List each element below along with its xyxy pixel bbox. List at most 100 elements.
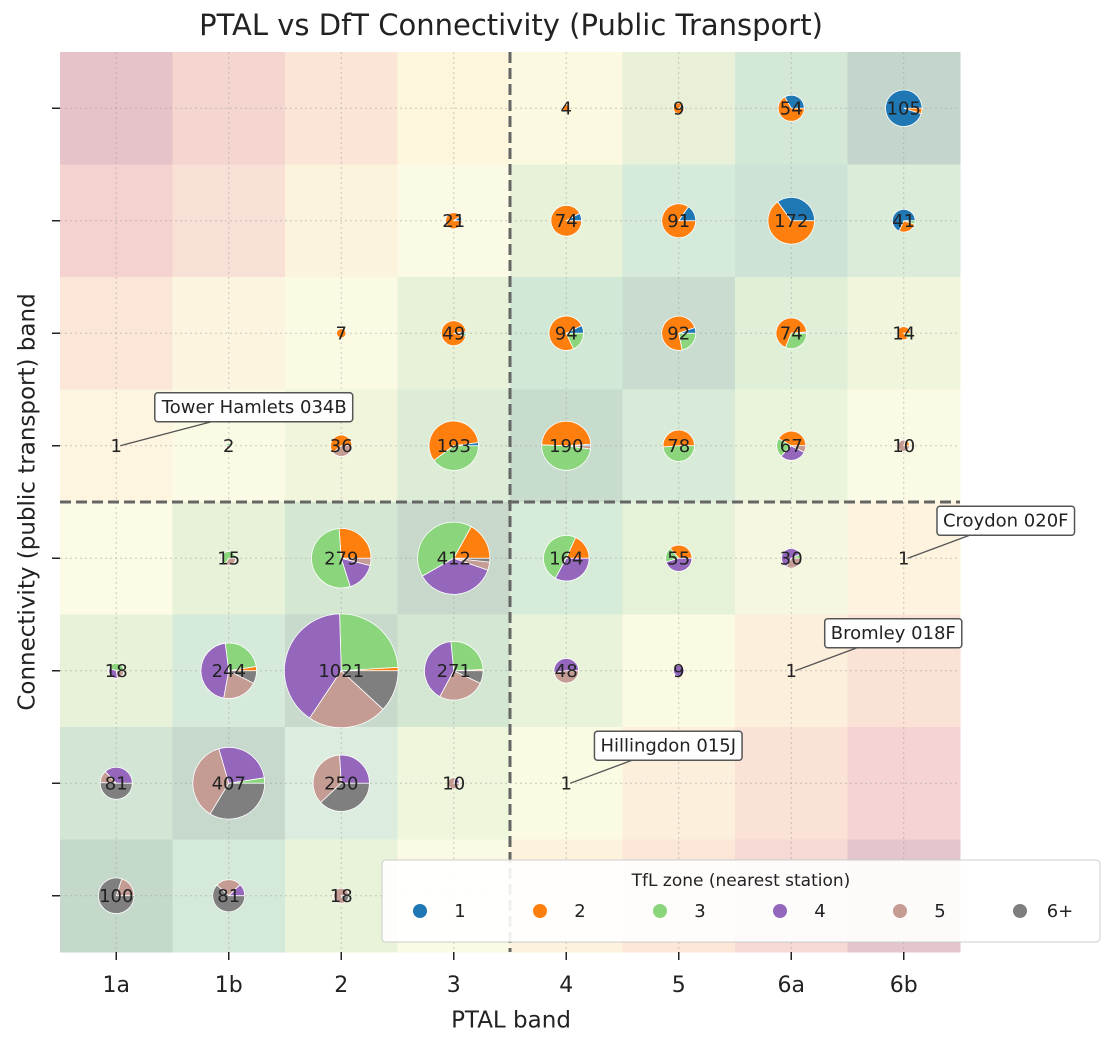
count-label: 1: [898, 548, 909, 569]
pie-slice: [311, 528, 351, 589]
pie-slice: [417, 521, 472, 577]
legend-label: 5: [934, 901, 945, 922]
pie-slice: [453, 670, 484, 684]
pie-slice: [312, 754, 342, 804]
legend-marker: [893, 904, 907, 918]
count-label: 172: [774, 211, 808, 232]
pie-slice: [212, 884, 246, 913]
count-label: 81: [105, 773, 128, 794]
pie-slice: [781, 548, 801, 568]
pie-slice: [903, 220, 916, 225]
pie-slice: [562, 104, 571, 113]
pie-slice: [661, 203, 697, 239]
count-label: 78: [667, 436, 690, 457]
pie-slice: [99, 782, 133, 800]
pie-slice: [767, 201, 815, 245]
pie-slice: [209, 782, 266, 820]
heatmap-cell: [172, 164, 286, 278]
legend-marker: [1013, 904, 1027, 918]
pie-slice: [108, 662, 125, 672]
legend-label: 6+: [1047, 901, 1074, 922]
count-label: 7: [336, 323, 347, 344]
count-label: 100: [99, 886, 133, 907]
pie-slice: [548, 315, 583, 351]
pie-slice: [221, 550, 237, 565]
pie-slice: [565, 332, 584, 350]
pie-slice: [789, 668, 794, 673]
count-label: 81: [217, 886, 240, 907]
pie-slice: [566, 445, 592, 450]
count-label: 190: [549, 436, 583, 457]
pie-slice: [777, 96, 805, 122]
count-label: 36: [330, 436, 353, 457]
count-label: 49: [442, 323, 465, 344]
pie-slice: [98, 877, 135, 914]
legend-label: 4: [814, 901, 825, 922]
annotation-text: Croydon 020F: [943, 510, 1069, 531]
pie-slice: [421, 557, 489, 595]
count-label: 407: [212, 773, 246, 794]
count-label: 1: [111, 436, 122, 457]
pie-slice: [453, 557, 491, 563]
count-label: 1021: [318, 661, 364, 682]
count-label: 4: [561, 98, 572, 119]
pie-slice: [564, 781, 569, 786]
pie-slice: [541, 420, 592, 447]
legend-label: 3: [694, 901, 705, 922]
x-tick-label: 6b: [890, 973, 918, 998]
legend-marker: [653, 904, 667, 918]
count-label: 41: [892, 211, 915, 232]
pie-slice: [777, 197, 815, 222]
legend-label: 2: [574, 901, 585, 922]
pie-slice: [673, 102, 685, 114]
chart-title: PTAL vs DfT Connectivity (Public Transpo…: [199, 8, 823, 42]
pies: [98, 89, 923, 914]
x-axis-label: PTAL band: [451, 1008, 571, 1034]
legend-marker: [533, 904, 547, 918]
pie-slice: [339, 754, 370, 784]
pie-slice: [225, 445, 232, 449]
pie-slice: [897, 439, 910, 452]
count-label: 250: [324, 773, 358, 794]
pie-slice: [902, 332, 911, 340]
pie-slice: [114, 443, 119, 448]
count-label: 2: [223, 436, 234, 457]
annotation-box: [823, 618, 963, 649]
annotation-text: Bromley 018F: [831, 623, 956, 644]
x-tick-label: 2: [334, 973, 348, 998]
count-label: 244: [212, 661, 246, 682]
count-label: 14: [892, 323, 915, 344]
pie-slice: [224, 642, 257, 672]
legend-label: 1: [454, 901, 465, 922]
pie-slice: [340, 895, 350, 903]
pie-slice: [332, 445, 353, 457]
pie-slice: [678, 332, 697, 351]
count-label: 30: [780, 548, 803, 569]
pie-slice: [662, 429, 695, 448]
pie-slice: [224, 557, 237, 566]
pie-slice: [309, 670, 384, 728]
pie-slice: [450, 641, 484, 672]
count-label: 10: [892, 436, 915, 457]
pie-slice: [104, 766, 133, 784]
pie-slice: [424, 641, 455, 698]
pie-slice: [550, 205, 582, 237]
x-tick-label: 6a: [778, 973, 805, 998]
count-label: 21: [442, 211, 465, 232]
pie-slice: [662, 445, 695, 462]
x-tick-label: 5: [672, 973, 686, 998]
pie-slice: [780, 445, 805, 461]
x-tick-label: 3: [447, 973, 461, 998]
pie-slice: [445, 212, 463, 230]
annotation-text: Hillingdon 015J: [600, 735, 736, 756]
pie-slice: [901, 556, 906, 561]
count-label: 74: [780, 323, 803, 344]
count-label: 9: [673, 661, 684, 682]
count-label: 67: [780, 436, 803, 457]
pie-slice: [669, 544, 693, 559]
pie-slice: [115, 670, 125, 679]
pie-slice: [543, 535, 577, 579]
pie-slice: [541, 444, 592, 471]
annotation-box: [154, 392, 354, 423]
pie-slice: [341, 557, 372, 567]
